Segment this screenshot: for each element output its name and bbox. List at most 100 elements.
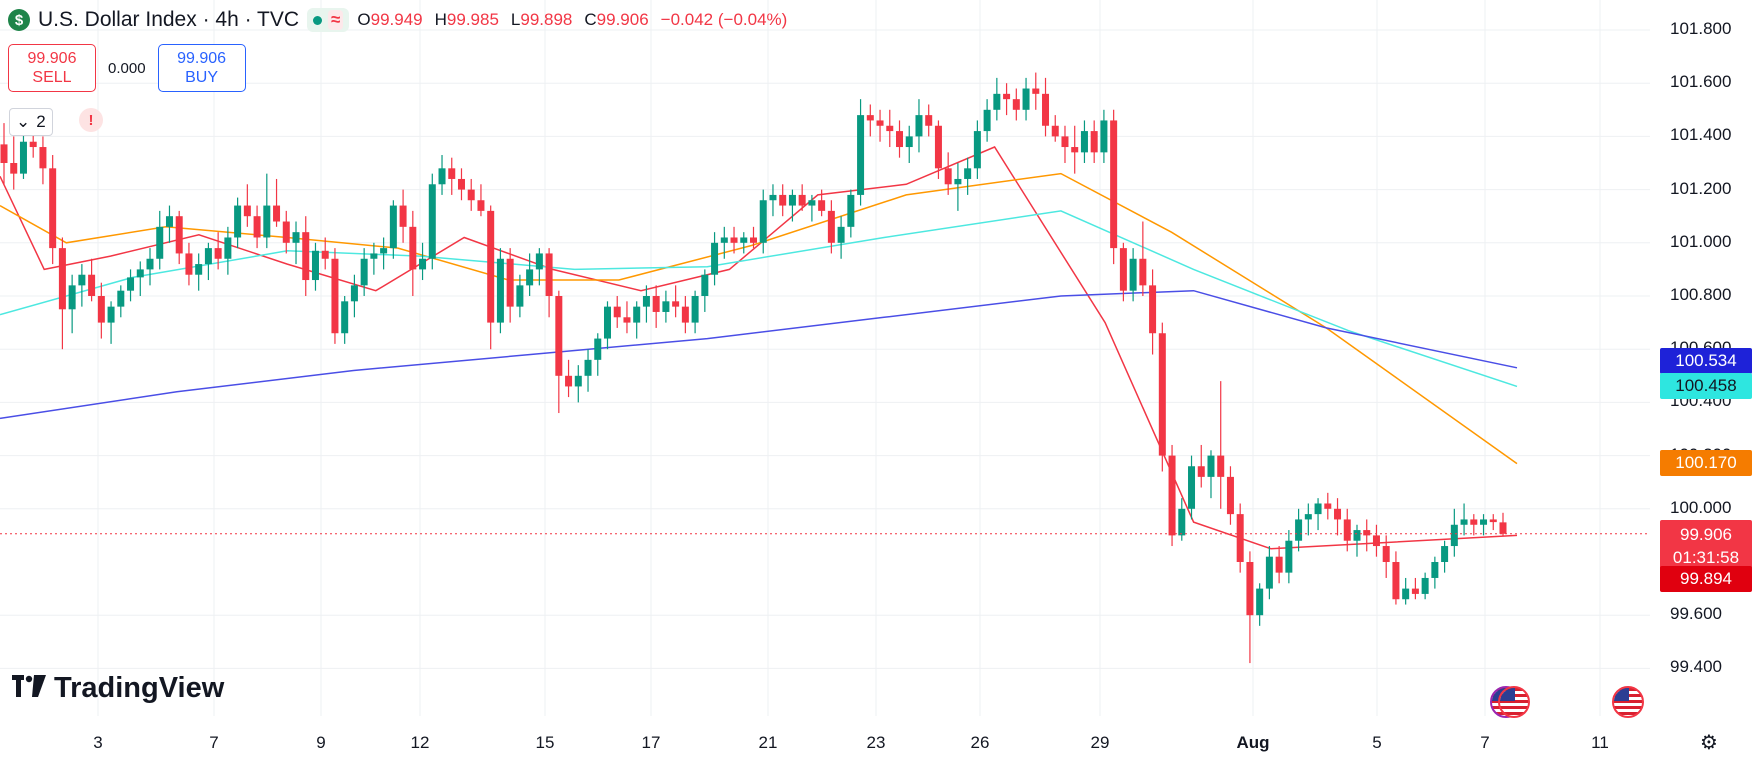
candle	[535, 248, 543, 286]
candle-body	[574, 375, 582, 387]
candle-body	[224, 237, 232, 259]
candle	[156, 210, 164, 270]
settings-gear-icon[interactable]: ⚙	[1700, 731, 1718, 754]
last-price-value: 99.906	[1680, 525, 1732, 544]
candle-body	[58, 248, 66, 310]
candle	[1304, 503, 1312, 536]
buy-label: BUY	[185, 69, 218, 86]
time-tick-label: 7	[1480, 733, 1490, 752]
candle-body	[234, 205, 242, 238]
candle	[857, 99, 865, 206]
candle-body	[253, 216, 261, 238]
price-tick-label: 100.800	[1670, 285, 1732, 304]
price-tick-label: 99.600	[1670, 604, 1722, 624]
candle-body	[448, 168, 456, 179]
candle	[39, 136, 47, 185]
price-tick-label: 100.000	[1670, 497, 1732, 517]
tradingview-logo[interactable]: TradingView	[12, 672, 224, 705]
candle-body	[1265, 556, 1273, 589]
candle-body	[185, 253, 193, 275]
candle	[750, 226, 757, 249]
candle	[1061, 125, 1069, 163]
candle	[1421, 572, 1429, 600]
time-tick-label: 3	[93, 733, 103, 752]
candle-body	[1051, 125, 1059, 137]
candle	[730, 226, 738, 254]
candle-body	[866, 115, 874, 121]
candle	[798, 184, 806, 211]
candle	[234, 197, 242, 249]
candle-body	[925, 115, 933, 126]
candle-body	[973, 131, 981, 169]
data-feed-icon: ≈	[328, 10, 344, 30]
candle-body	[1363, 530, 1371, 536]
moving-average-line	[0, 172, 1518, 465]
candle	[642, 285, 650, 323]
sell-button[interactable]: 99.906 SELL	[8, 44, 96, 92]
dollar-symbol-icon[interactable]: $	[8, 9, 30, 31]
candle	[1275, 546, 1283, 584]
candle-body	[204, 248, 212, 265]
candle	[1265, 546, 1273, 600]
candle-body	[584, 359, 592, 376]
candle	[1392, 551, 1400, 605]
candle-body	[438, 168, 446, 185]
candle-body	[1450, 524, 1458, 547]
candle	[88, 258, 96, 302]
candle-body	[419, 258, 427, 270]
candle-body	[467, 189, 475, 201]
candle-body	[477, 200, 485, 211]
candle	[827, 200, 835, 254]
candle-body	[1489, 519, 1497, 523]
moving-average-line	[0, 210, 1518, 388]
candle	[1470, 514, 1478, 536]
bar-countdown: 01:31:58	[1672, 548, 1740, 567]
us-event-flag-icon[interactable]	[1612, 686, 1644, 718]
symbol-title[interactable]: U.S. Dollar Index · 4h · TVC	[38, 8, 300, 31]
indicators-toggle-button[interactable]: ⌄ 2	[9, 108, 53, 136]
candle	[1129, 248, 1137, 302]
candle-body	[1246, 562, 1254, 616]
candle	[779, 184, 787, 217]
market-status-indicator[interactable]: ≈	[307, 8, 350, 32]
candle-body	[1304, 514, 1312, 520]
candle-body	[711, 242, 719, 275]
candle	[1080, 120, 1088, 163]
candle-body	[214, 248, 222, 259]
candle-body	[49, 168, 57, 249]
candle-body	[1411, 588, 1419, 594]
candle	[837, 216, 845, 259]
candle-body	[487, 210, 495, 323]
alert-icon[interactable]: !	[79, 108, 103, 132]
us-event-flag-icon[interactable]	[1498, 686, 1530, 718]
candle-body	[1197, 466, 1205, 477]
candle	[1295, 508, 1303, 552]
candle-body	[1139, 258, 1147, 286]
candle-body	[1022, 88, 1030, 110]
candle	[19, 131, 27, 179]
candle-body	[555, 296, 563, 376]
candle	[1431, 556, 1439, 589]
candle-body	[1090, 131, 1098, 153]
candle-body	[769, 194, 777, 201]
spread-value: 0.000	[108, 59, 146, 77]
candle-body	[1149, 285, 1157, 334]
buy-button[interactable]: 99.906 BUY	[157, 44, 246, 92]
candle-body	[409, 226, 417, 270]
candle	[1460, 503, 1468, 536]
candle	[526, 253, 534, 296]
candle-body	[847, 194, 855, 227]
candle-body	[1168, 455, 1176, 536]
candle	[1499, 512, 1507, 536]
candle	[1353, 524, 1361, 557]
candle	[584, 349, 592, 392]
candle	[399, 189, 407, 243]
candle	[127, 269, 135, 302]
candle	[107, 301, 115, 344]
moving-average-line	[0, 289, 1518, 420]
candle	[934, 120, 942, 179]
candle	[214, 232, 222, 270]
candle	[263, 173, 271, 249]
candle	[594, 333, 602, 376]
